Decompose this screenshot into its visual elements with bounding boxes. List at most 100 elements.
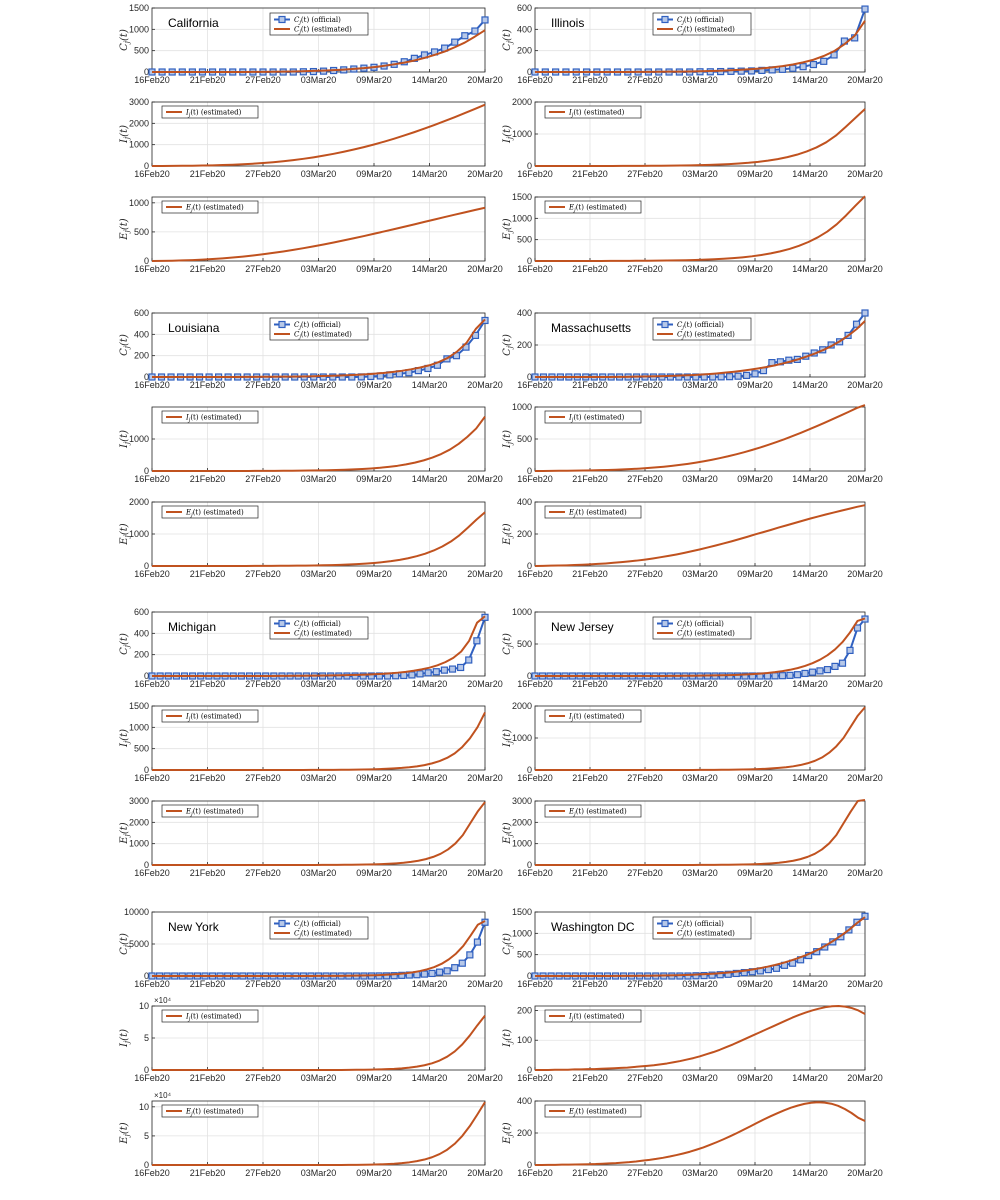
x-tick-label: 20Mar20 [847, 868, 883, 878]
official-series-marker [748, 672, 757, 680]
y-tick-label: 500 [517, 950, 532, 960]
x-tick-label: 21Feb20 [190, 380, 226, 390]
x-tick-label: 03Mar20 [301, 264, 337, 274]
x-tick-label: 09Mar20 [737, 773, 773, 783]
x-tick-label: 27Feb20 [627, 868, 663, 878]
x-tick-label: 16Feb20 [134, 868, 170, 878]
official-series-marker [799, 63, 807, 71]
legend-box [544, 1009, 642, 1023]
x-tick-label: 20Mar20 [467, 773, 503, 783]
svg-text:Ij(t): Ij(t) [119, 430, 131, 449]
y-tick-label: 2000 [512, 701, 532, 711]
x-tick-label: 14Mar20 [792, 979, 828, 989]
y-tick-label: 0 [144, 161, 149, 171]
official-series-marker [692, 972, 700, 980]
x-tick-label: 03Mar20 [301, 1073, 337, 1083]
legend-label-official: Cj(t) (official) [677, 620, 724, 630]
legend-box [161, 200, 259, 214]
y-axis-label: Ij(t) [119, 1029, 131, 1048]
estimated-series-line [152, 416, 486, 472]
estimated-series-line [152, 318, 486, 378]
legend: Ej(t) (estimated) [544, 505, 642, 519]
x-tick-label: 16Feb20 [517, 569, 553, 579]
official-series-marker [740, 968, 748, 977]
x-tick-label: 09Mar20 [737, 1073, 773, 1083]
x-tick-label: 03Mar20 [682, 569, 718, 579]
official-series-marker [820, 57, 828, 65]
official-series-marker [708, 971, 716, 979]
svg-text:Ej(t): Ej(t) [502, 523, 514, 545]
x-tick-label: 20Mar20 [467, 1073, 503, 1083]
svg-text:Cj(t): Cj(t) [502, 334, 514, 356]
legend-label-estimated: Cj(t) (estimated) [677, 331, 735, 341]
x-tick-label: 14Mar20 [412, 75, 448, 85]
legend-box [652, 317, 752, 341]
x-tick-label: 21Feb20 [190, 569, 226, 579]
y-tick-label: 5000 [129, 939, 149, 949]
official-series-marker [451, 964, 459, 972]
legend-label-official: Cj(t) (official) [294, 321, 341, 331]
x-tick-label: 27Feb20 [627, 1073, 663, 1083]
x-tick-label: 21Feb20 [572, 380, 608, 390]
y-tick-label: 200 [517, 1005, 532, 1015]
official-series-marker [684, 972, 692, 980]
legend: Ij(t) (estimated) [544, 105, 642, 119]
x-tick-label: 20Mar20 [847, 380, 883, 390]
official-series-marker [351, 672, 359, 680]
x-tick-label: 09Mar20 [356, 679, 392, 689]
y-tick-label: 2000 [129, 497, 149, 507]
x-tick-label: 03Mar20 [682, 474, 718, 484]
x-tick-label: 03Mar20 [682, 979, 718, 989]
x-tick-label: 21Feb20 [572, 264, 608, 274]
legend: Cj(t) (official)Cj(t) (estimated) [269, 616, 369, 640]
state-label: New York [168, 920, 220, 934]
y-tick-label: 200 [517, 1128, 532, 1138]
y-tick-label: 0 [527, 372, 532, 382]
x-tick-label: 16Feb20 [517, 868, 553, 878]
y-axis-label: Ej(t) [502, 523, 514, 545]
x-tick-label: 27Feb20 [627, 679, 663, 689]
y-tick-label: 500 [134, 227, 149, 237]
legend: Ej(t) (estimated) [161, 1104, 259, 1118]
y-tick-label: 1000 [512, 402, 532, 412]
svg-text:Ej(t): Ej(t) [119, 1122, 131, 1144]
legend-box [161, 709, 259, 723]
y-tick-label: 1000 [512, 839, 532, 849]
legend-box [544, 505, 642, 519]
official-series-marker [458, 959, 466, 967]
legend-marker-official [278, 919, 286, 928]
legend: Cj(t) (official)Cj(t) (estimated) [269, 317, 369, 341]
state-label: Washington DC [551, 920, 635, 934]
legend-label-estimated: Ej(t) (estimated) [185, 204, 244, 214]
y-tick-label: 400 [517, 1096, 532, 1106]
official-series-marker [428, 969, 436, 978]
x-tick-label: 09Mar20 [356, 979, 392, 989]
y-axis-label: Cj(t) [119, 933, 131, 955]
official-series-marker [809, 60, 818, 69]
official-series-marker [675, 373, 683, 381]
x-tick-label: 16Feb20 [134, 679, 170, 689]
estimated-series-line [535, 195, 866, 262]
official-series-marker [443, 967, 451, 975]
legend: Ij(t) (estimated) [161, 1009, 259, 1023]
y-exponent-label: ×10⁴ [154, 996, 172, 1005]
legend: Ij(t) (estimated) [544, 1009, 642, 1023]
legend-label-official: Cj(t) (official) [294, 620, 341, 630]
estimated-series-line [535, 706, 866, 771]
x-tick-label: 20Mar20 [847, 169, 883, 179]
official-series-marker [481, 16, 489, 24]
legend: Ej(t) (estimated) [161, 200, 259, 214]
y-tick-label: 500 [517, 639, 532, 649]
x-tick-label: 16Feb20 [134, 569, 170, 579]
official-series-marker [733, 672, 742, 680]
x-tick-label: 21Feb20 [190, 868, 226, 878]
y-tick-label: 500 [134, 46, 149, 56]
x-tick-label: 27Feb20 [245, 868, 281, 878]
x-tick-label: 03Mar20 [682, 773, 718, 783]
official-series-marker [778, 672, 787, 680]
svg-text:Ij(t): Ij(t) [502, 430, 514, 449]
y-tick-label: 0 [144, 67, 149, 77]
x-tick-label: 09Mar20 [356, 1073, 392, 1083]
y-tick-label: 3000 [512, 796, 532, 806]
